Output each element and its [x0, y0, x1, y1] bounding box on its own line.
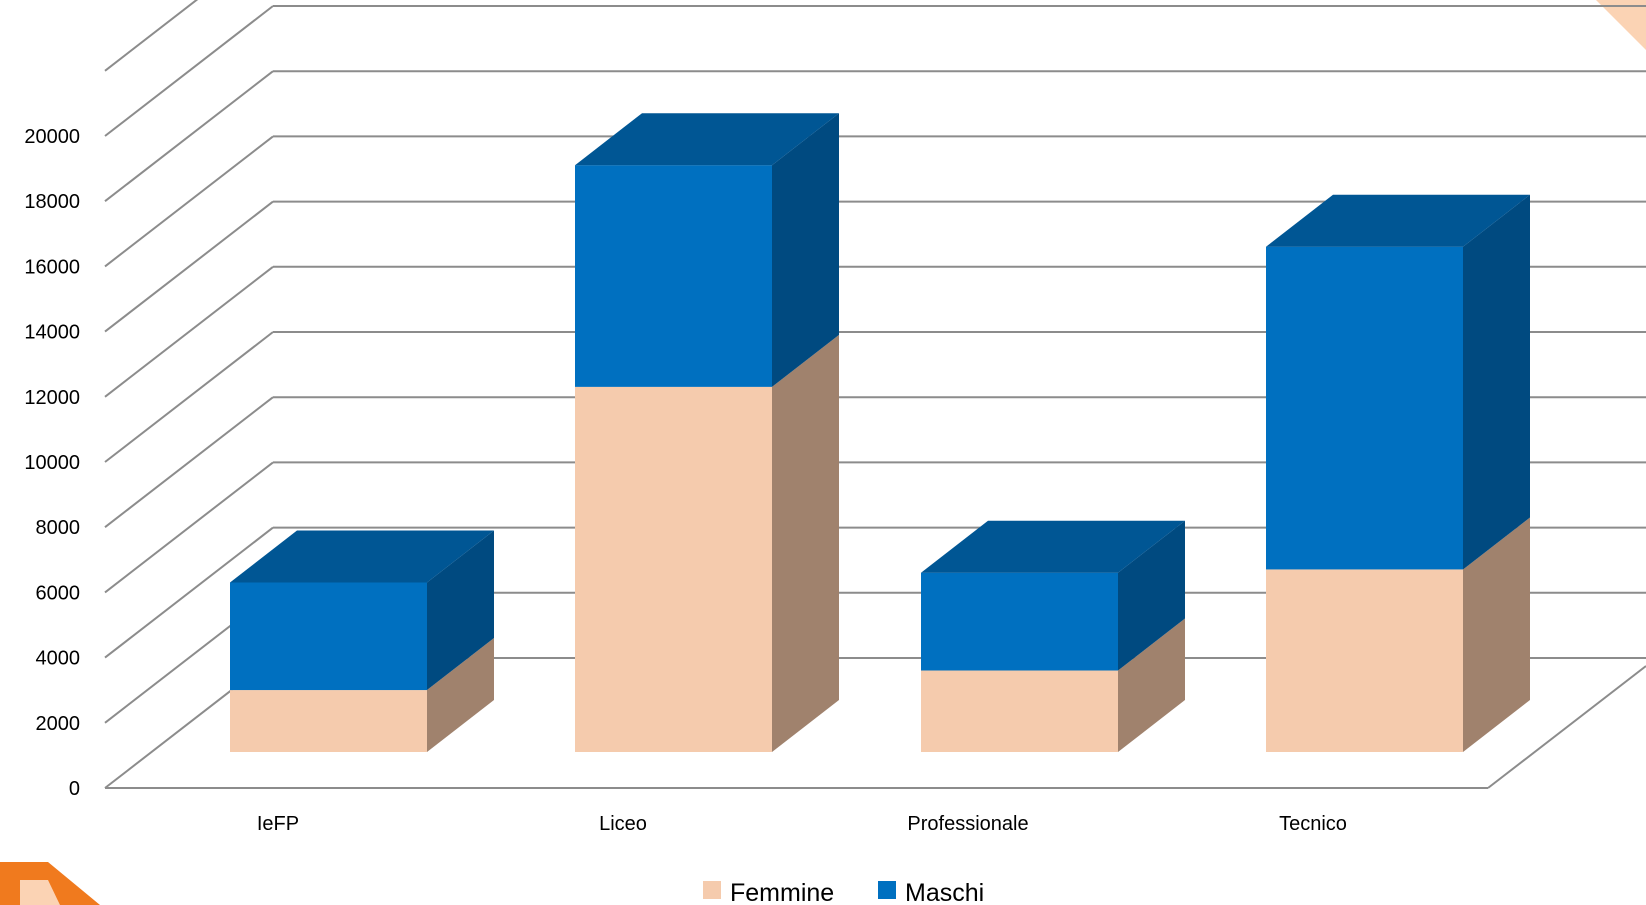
category-label: Professionale — [907, 813, 1028, 835]
bars-layer — [230, 113, 1530, 752]
y-tick-label: 20000 — [24, 126, 80, 148]
bar-segment-femmine — [230, 690, 427, 752]
bar-stack-professionale — [921, 520, 1185, 752]
bar-side-maschi — [772, 113, 839, 387]
bar-stack-iefp — [230, 530, 494, 752]
gridline-diagonal — [104, 396, 274, 528]
bar-side-femmine — [1463, 517, 1530, 752]
legend-swatch-maschi — [878, 881, 896, 899]
y-tick-label: 10000 — [24, 452, 80, 474]
bar-top-maschi — [575, 113, 839, 166]
bar-segment-femmine — [1266, 569, 1463, 752]
gridline-diagonal — [104, 135, 274, 268]
corner-accent-top-right — [1596, 0, 1646, 50]
bar-side-maschi — [427, 530, 494, 691]
bar-stack-liceo — [575, 113, 839, 752]
corner-accent-inner — [20, 880, 60, 905]
legend-label: Maschi — [905, 879, 984, 905]
bar-side-femmine — [427, 638, 494, 752]
bar-side-femmine — [772, 334, 839, 752]
y-tick-label: 18000 — [24, 191, 80, 213]
y-axis-tick-labels: 0 2000 4000 6000 8000 10000 12000 14000 16000 180… — [24, 126, 80, 800]
bar-side-maschi — [1118, 520, 1185, 671]
legend: Femmine Maschi — [703, 879, 984, 905]
gridline-diagonal — [104, 331, 274, 463]
bar-segment-maschi — [575, 165, 772, 387]
bar-segment-femmine — [575, 386, 772, 752]
x-axis-category-labels: IeFP Liceo Professionale Tecnico — [257, 813, 1347, 835]
bar-segment-maschi — [230, 582, 427, 691]
gridline-diagonal — [104, 461, 274, 594]
y-tick-label: 4000 — [36, 648, 81, 670]
y-tick-label: 14000 — [24, 322, 80, 344]
y-tick-label: 16000 — [24, 256, 80, 278]
legend-swatch-femmine — [703, 881, 721, 899]
bar-top-maschi — [921, 520, 1185, 573]
gridline-diagonal — [104, 5, 274, 137]
bar-segment-femmine — [921, 670, 1118, 752]
bar-side-femmine — [1118, 618, 1185, 752]
bar-side-maschi — [1463, 194, 1530, 570]
category-label: Tecnico — [1279, 813, 1347, 835]
gridline-diagonal — [104, 526, 274, 659]
y-tick-label: 8000 — [36, 517, 81, 539]
y-tick-label: 6000 — [36, 582, 81, 604]
legend-label: Femmine — [730, 879, 834, 905]
bar-top-maschi — [230, 530, 494, 583]
category-label: IeFP — [257, 813, 299, 835]
category-label: Liceo — [599, 813, 647, 835]
gridline-diagonal — [104, 70, 274, 202]
bar-segment-maschi — [1266, 246, 1463, 570]
bar-segment-maschi — [921, 572, 1118, 671]
bar-top-maschi — [1266, 194, 1530, 247]
floor-right-edge — [1487, 665, 1646, 789]
bar-stack-tecnico — [1266, 194, 1530, 752]
gridline-diagonal — [104, 0, 199, 72]
gridline-diagonal — [104, 266, 274, 398]
gridline-diagonal — [104, 200, 274, 333]
y-tick-label: 12000 — [24, 387, 80, 409]
y-tick-label: 0 — [69, 778, 80, 800]
y-tick-label: 2000 — [36, 713, 81, 735]
